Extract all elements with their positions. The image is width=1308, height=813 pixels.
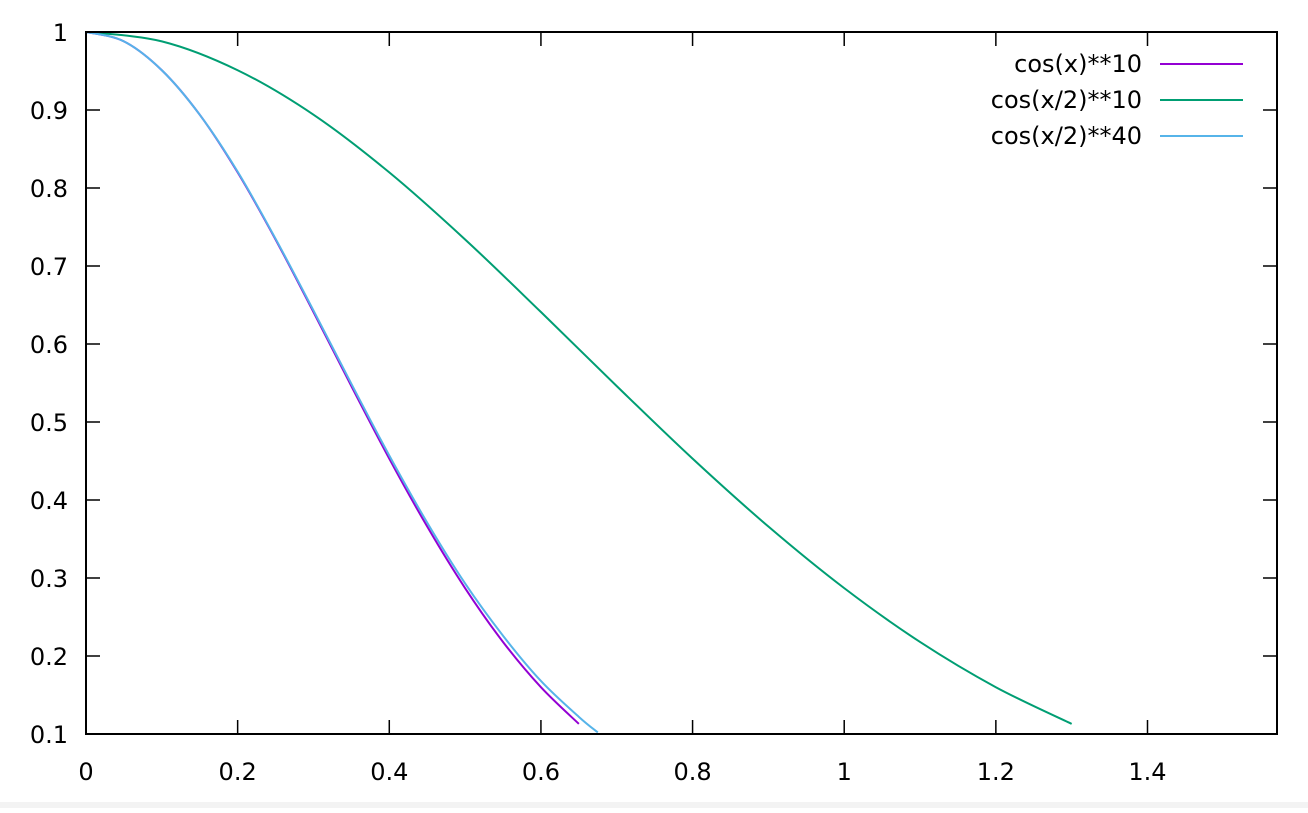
x-tick-label: 1.2 [977,758,1015,786]
series-line-3 [85,31,599,734]
x-tick-label: 1.4 [1128,758,1166,786]
y-tick-label: 0.9 [30,97,68,125]
x-tick-label: 0.6 [522,758,560,786]
plot-frame [85,31,1278,735]
legend-entry-label: cos(x/2)**10 [991,86,1142,114]
y-tick-label: 1 [53,19,68,47]
x-tick-label: 0.2 [219,758,257,786]
bottom-edge-strip [0,802,1308,808]
y-tick-label: 0.7 [30,253,68,281]
x-tick-label: 1 [837,758,852,786]
series-line-1 [85,31,580,725]
y-tick-label: 0.1 [30,721,68,749]
y-tick-label: 0.2 [30,643,68,671]
x-tick-label: 0 [78,758,93,786]
y-tick-label: 0.6 [30,331,68,359]
x-tick-label: 0.4 [370,758,408,786]
y-tick-label: 0.8 [30,175,68,203]
y-tick-label: 0.3 [30,565,68,593]
legend-entry-label: cos(x/2)**40 [991,122,1142,150]
legend-entry-label: cos(x)**10 [1014,50,1142,78]
series-line-2 [85,31,1073,725]
y-tick-label: 0.4 [30,487,68,515]
y-tick-label: 0.5 [30,409,68,437]
x-tick-label: 0.8 [673,758,711,786]
